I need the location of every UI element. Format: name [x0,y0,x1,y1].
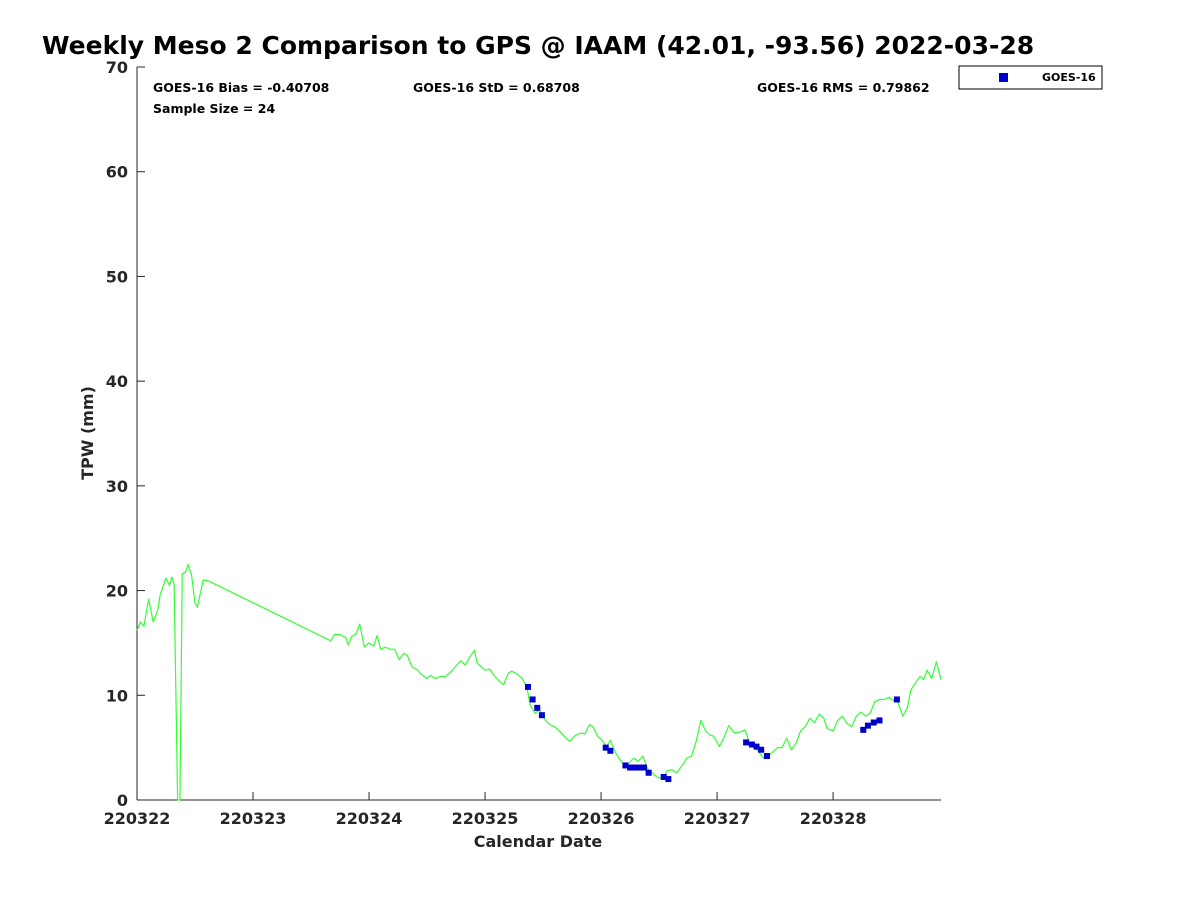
y-tick-label-3: 30 [106,477,128,496]
goes-16-point-4 [602,744,609,751]
goes-16-point-14 [743,739,750,746]
legend-box [958,65,1103,90]
legend-marker-goes-16 [999,73,1008,82]
goes-16-point-3 [538,712,545,719]
goes-16-point-21 [870,719,877,726]
goes-16-point-19 [860,726,867,733]
goes-16-point-15 [748,741,755,748]
y-tick-label-2: 20 [106,582,128,601]
std-stat: GOES-16 StD = 0.68708 [413,80,580,95]
goes-16-points [524,683,900,783]
goes-16-point-5 [607,747,614,754]
gps-tpw-line [136,563,942,801]
legend-label-goes-16: GOES-16 [1042,71,1096,84]
goes-16-point-1 [529,696,536,703]
x-axis-label: Calendar Date [474,832,603,851]
x-tick-label-2: 220324 [336,809,403,828]
y-tick-label-5: 50 [106,267,128,286]
y-tick-label-6: 60 [106,163,128,182]
goes-16-point-10 [641,764,647,771]
goes-16-point-2 [534,704,541,711]
legend: GOES-16 [958,65,1103,90]
goes-16-point-8 [631,764,638,771]
sample-size-stat: Sample Size = 24 [153,101,275,116]
x-tick-label-6: 220328 [800,809,867,828]
chart-title: Weekly Meso 2 Comparison to GPS @ IAAM (… [42,31,1034,60]
goes-16-point-13 [665,776,672,783]
x-tick-label-5: 220327 [684,809,751,828]
y-tick-label-0: 0 [117,791,128,810]
x-tick-label-0: 220322 [104,809,171,828]
x-tick-label-1: 220323 [220,809,287,828]
goes-16-point-0 [524,683,531,690]
goes-16-point-18 [763,753,770,760]
goes-16-point-16 [753,743,760,750]
bias-stat: GOES-16 Bias = -0.40708 [153,80,329,95]
x-tick-label-3: 220325 [452,809,519,828]
y-tick-label-1: 10 [106,686,128,705]
x-tick-label-4: 220326 [568,809,635,828]
y-tick-label-4: 40 [106,372,128,391]
goes-16-point-9 [636,764,643,771]
y-axis-label: TPW (mm) [78,386,97,480]
goes-16-point-20 [864,722,871,729]
goes-16-point-23 [893,696,900,703]
goes-16-point-6 [622,762,629,769]
plot-area: 0 10 20 30 40 50 60 70 220322 220323 220324 220325 2… [104,58,942,828]
goes-16-point-12 [660,773,667,780]
goes-16-point-7 [627,764,634,771]
goes-16-point-17 [758,746,765,753]
goes-16-point-11 [645,769,652,776]
y-tick-label-7: 70 [106,58,128,77]
goes-16-point-22 [876,717,883,724]
rms-stat: GOES-16 RMS = 0.79862 [757,80,930,95]
